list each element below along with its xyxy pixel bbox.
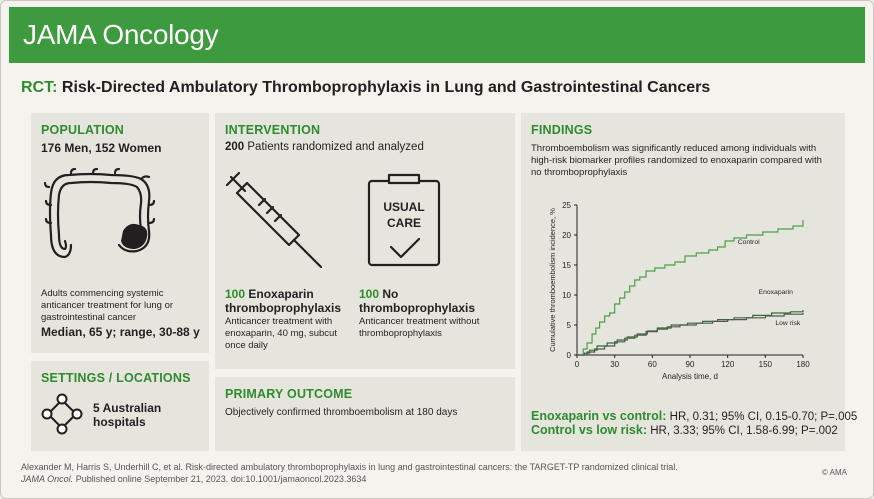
network-icon — [41, 393, 83, 435]
y-tick-label: 5 — [567, 321, 572, 330]
arm-enoxaparin-count: 100 — [225, 287, 246, 301]
x-tick-label: 0 — [575, 360, 580, 369]
intervention-panel: INTERVENTION 200 Patients randomized and… — [215, 113, 515, 369]
x-tick-label: 90 — [686, 360, 695, 369]
arm-control: 100 No thromboprophylaxis Anticancer tre… — [359, 287, 509, 340]
usual-care-line2: CARE — [387, 216, 421, 230]
population-counts: 176 Men, 152 Women — [41, 141, 162, 155]
settings-sites: 5 Australian hospitals — [93, 401, 162, 429]
citation-line2: Published online September 21, 2023. doi… — [75, 474, 367, 484]
arm-control-count: 100 — [359, 287, 380, 301]
result-enoxaparin-label: Enoxaparin vs control: — [531, 409, 667, 423]
randomized-count: 200 — [225, 141, 245, 153]
findings-panel: FINDINGS Thromboembolism was significant… — [521, 113, 857, 451]
outcome-header: PRIMARY OUTCOME — [225, 387, 353, 401]
citation-line1: Alexander M, Harris S, Underhill C, et a… — [21, 462, 678, 472]
y-tick-label: 15 — [562, 261, 571, 270]
study-title: RCT: Risk-Directed Ambulatory Thrombopro… — [21, 79, 710, 97]
result-lowrisk-label: Control vs low risk: — [531, 423, 647, 437]
x-axis-label: Analysis time, d — [662, 372, 718, 381]
citation-line2-wrap: JAMA Oncol. Published online September 2… — [21, 473, 678, 485]
y-tick-label: 25 — [562, 201, 571, 210]
settings-panel: SETTINGS / LOCATIONS 5 Australian hospit… — [31, 361, 209, 451]
citation: Alexander M, Harris S, Underhill C, et a… — [21, 461, 678, 485]
colon-icon — [43, 167, 156, 259]
y-axis-label: Cumulative thromboembolism incidence, % — [548, 208, 557, 352]
usual-care-line1: USUAL — [383, 200, 424, 214]
km-chart: 0 5 10 15 20 25 0 30 60 90 120 150 180 Analysis time,… — [548, 201, 810, 381]
series-label-low-risk: Low risk — [775, 320, 801, 327]
rct-title: Risk-Directed Ambulatory Thromboprophyla… — [61, 79, 711, 96]
population-header: POPULATION — [41, 123, 125, 137]
series-line-enoxaparin — [577, 310, 804, 356]
intervention-randomized: 200 Patients randomized and analyzed — [225, 141, 424, 153]
arm-enoxaparin-title: 100 Enoxaparin thromboprophylaxis — [225, 287, 355, 315]
population-panel: POPULATION 176 Men, 152 Women Adults com… — [31, 113, 209, 353]
result-enoxaparin: Enoxaparin vs control: HR, 0.31; 95% CI,… — [531, 409, 857, 423]
arm-enoxaparin: 100 Enoxaparin thromboprophylaxis Antica… — [225, 287, 355, 352]
journal-banner: JAMA Oncology — [9, 7, 865, 63]
y-tick-label: 10 — [562, 291, 571, 300]
series-line-low-risk — [577, 313, 804, 356]
population-age: Median, 65 y; range, 30-88 y — [41, 325, 200, 339]
y-tick-label: 0 — [567, 351, 572, 360]
population-description: Adults commencing systemic anticancer tr… — [41, 288, 174, 323]
series-label-enoxaparin: Enoxaparin — [759, 289, 794, 296]
series-line-control — [577, 220, 804, 356]
result-enoxaparin-stats: HR, 0.31; 95% CI, 0.15-0.70; P=.005 — [669, 411, 858, 423]
findings-text: Thromboembolism was significantly reduce… — [531, 143, 822, 178]
arm-control-name: No thromboprophylaxis — [359, 287, 476, 315]
copyright: © AMA — [821, 468, 847, 477]
settings-header: SETTINGS / LOCATIONS — [41, 371, 191, 385]
tumor-mark — [121, 223, 148, 249]
x-tick-label: 180 — [796, 360, 810, 369]
findings-header: FINDINGS — [531, 123, 593, 137]
result-lowrisk: Control vs low risk: HR, 3.33; 95% CI, 1… — [531, 423, 838, 437]
x-tick-label: 150 — [759, 360, 773, 369]
outcome-panel: PRIMARY OUTCOME Objectively confirmed th… — [215, 377, 515, 451]
arm-enoxaparin-desc: Anticancer treatment with enoxaparin, 40… — [225, 316, 337, 351]
rct-tag: RCT: — [21, 79, 58, 96]
y-tick-label: 20 — [562, 231, 571, 240]
syringe-icon — [225, 171, 323, 269]
journal-title: JAMA Oncology — [23, 19, 219, 50]
randomized-text: Patients randomized and analyzed — [247, 141, 424, 153]
arm-control-desc: Anticancer treatment without thromboprop… — [359, 316, 480, 339]
arm-enoxaparin-name: Enoxaparin thromboprophylaxis — [225, 287, 342, 315]
x-tick-label: 30 — [610, 360, 619, 369]
arm-control-title: 100 No thromboprophylaxis — [359, 287, 509, 315]
clipboard-icon: USUAL CARE — [367, 173, 441, 267]
series-label-control: Control — [738, 239, 760, 246]
citation-journal: JAMA Oncol. — [21, 474, 74, 484]
outcome-text: Objectively confirmed thromboembolism at… — [225, 407, 458, 418]
x-tick-label: 120 — [721, 360, 735, 369]
x-tick-label: 60 — [648, 360, 657, 369]
result-lowrisk-stats: HR, 3.33; 95% CI, 1.58-6.99; P=.002 — [650, 425, 838, 437]
intervention-header: INTERVENTION — [225, 123, 321, 137]
